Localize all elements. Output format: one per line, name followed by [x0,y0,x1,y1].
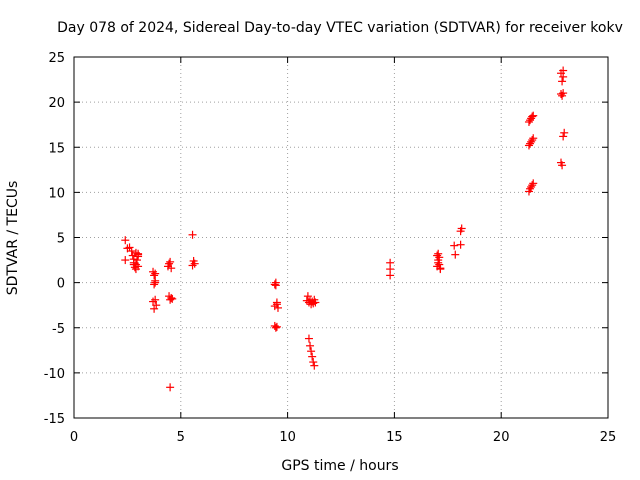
data-point [386,271,395,280]
data-point [150,271,159,280]
data-point [436,265,445,274]
data-point [308,352,317,361]
x-tick-label: 20 [493,430,510,445]
x-tick-label: 0 [70,430,78,445]
data-point [306,341,315,350]
data-point [307,347,316,356]
data-point [558,77,567,86]
data-point [167,293,176,302]
y-tick-label: -15 [44,412,65,427]
y-tick-label: 10 [48,186,65,201]
data-point [528,181,537,190]
data-point [271,323,280,332]
y-tick-label: -5 [52,322,65,337]
data-point [450,241,459,250]
chart-title: Day 078 of 2024, Sidereal Day-to-day VTE… [57,20,623,36]
data-point [559,66,568,75]
data-point [304,334,313,343]
data-point [559,132,568,141]
data-point [310,361,319,370]
data-point [166,257,175,266]
x-tick-label: 15 [386,430,403,445]
x-tick-label: 25 [600,430,617,445]
data-point [528,112,537,121]
y-tick-label: 25 [48,51,65,66]
data-point [151,278,160,287]
y-tick-label: -10 [44,367,65,382]
y-tick-label: 5 [57,232,65,247]
x-tick-label: 10 [279,430,296,445]
data-point [435,253,444,262]
x-tick-label: 5 [177,430,185,445]
grid-lines [74,57,608,418]
data-point [166,383,175,392]
data-point [131,260,140,269]
data-point [558,161,567,170]
data-point [121,236,130,245]
data-point [271,281,280,290]
data-point [434,258,443,267]
y-tick-label: 0 [57,277,65,292]
data-point [272,322,281,331]
data-point [150,304,159,313]
data-point [303,292,312,301]
data-point [456,240,465,249]
data-point [127,247,136,256]
data-point [560,128,569,137]
axis-ticks [73,56,609,419]
data-point [167,264,176,273]
data-point [165,259,174,268]
data-point [149,297,158,306]
data-point [134,250,143,259]
tick-labels: 0 5 10 15 20 25 -15 -10 -5 0 5 10 15 20 25 [44,51,617,445]
data-point [559,89,568,98]
data-point [451,250,460,259]
x-axis-label: GPS time / hours [281,458,398,474]
data-point [270,302,279,311]
data-point [311,298,320,307]
data-point [529,111,538,120]
data-point [121,256,130,265]
data-point [529,134,538,143]
data-point [188,261,197,270]
data-point [188,230,197,239]
y-axis-label: SDTVAR / TECUs [5,181,21,296]
y-tick-label: 20 [48,96,65,111]
data-point [309,358,318,367]
data-point [456,227,465,236]
data-point [166,295,175,304]
y-tick-label: 15 [48,141,65,156]
data-point [529,179,538,188]
data-point [270,280,279,289]
data-point [528,136,537,145]
data-point [151,269,160,278]
data-point [434,249,443,258]
data-points [121,66,569,392]
data-point [150,280,159,289]
